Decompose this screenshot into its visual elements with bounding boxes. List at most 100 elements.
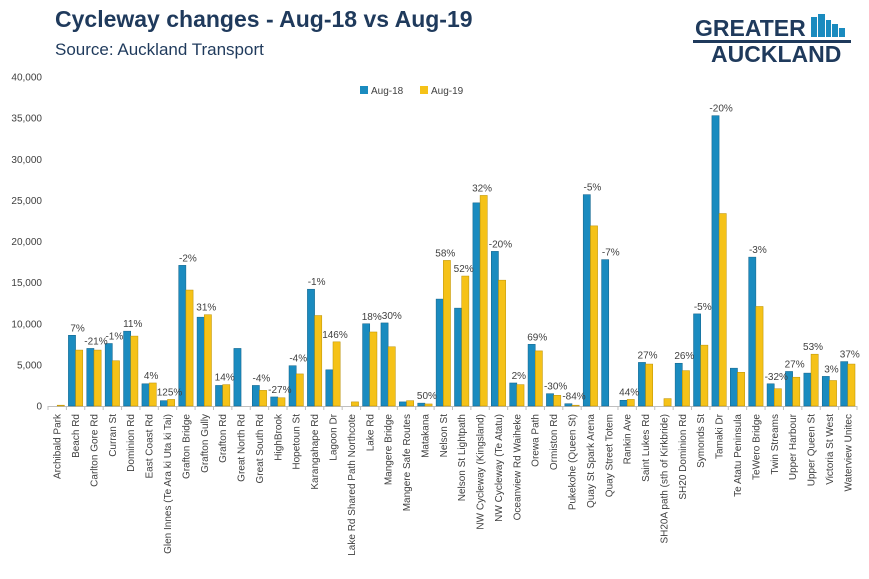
bar-aug18 (730, 367, 738, 407)
legend-swatch-aug19 (420, 86, 428, 94)
pct-change-label: 125% (157, 387, 183, 398)
x-category-label: Waterview Unitec (843, 414, 854, 491)
bar-aug19 (351, 401, 359, 407)
x-category-label: Ormiston Rd (549, 414, 560, 470)
x-category-label: Grafton Bridge (181, 414, 192, 479)
x-category-label: Quay St Spark Arena (586, 414, 597, 508)
bar-aug19 (387, 346, 396, 407)
pct-change-label: 27% (638, 350, 658, 361)
x-category-label: Pukekohe (Queen St) (568, 414, 579, 510)
x-category-label: Upper Queen St (807, 414, 818, 486)
page-subtitle: Source: Auckland Transport (55, 40, 264, 59)
x-category-label: SH20 Dominion Rd (678, 414, 689, 500)
pct-change-label: -30% (544, 382, 567, 393)
bar-aug18 (104, 343, 113, 407)
bar-aug19 (185, 289, 194, 407)
bar-aug19 (204, 314, 212, 407)
pct-change-label: -5% (583, 183, 601, 194)
bar-aug19 (167, 399, 175, 407)
bar-aug18 (840, 361, 849, 407)
y-tick-label: 20,000 (11, 237, 42, 248)
bar-aug18 (748, 256, 757, 407)
pct-change-label: 11% (123, 319, 142, 330)
bar-aug19 (571, 404, 580, 407)
pct-change-label: 7% (70, 323, 85, 334)
bar-aug19 (645, 363, 654, 407)
bar-aug19 (259, 390, 267, 407)
bar-aug19 (314, 315, 323, 407)
bar-aug19 (424, 403, 433, 407)
bar-aug19 (663, 398, 672, 407)
x-category-label: Symonds St (696, 414, 707, 468)
y-tick-label: 35,000 (11, 114, 42, 125)
pct-change-label: 26% (674, 351, 694, 362)
pct-change-label: -84% (562, 392, 585, 403)
x-category-label: Lake Rd Shared Path Northcote (347, 414, 358, 556)
x-category-label: Curran St (108, 414, 119, 457)
pct-change-label: 50% (417, 391, 437, 402)
y-tick-label: 40,000 (11, 73, 42, 84)
x-category-label: Archibald Park (53, 413, 64, 479)
pct-change-label: 3% (824, 364, 839, 375)
bar-aug19 (516, 384, 525, 407)
x-category-label: Great South Rd (255, 414, 266, 483)
pct-change-label: -1% (105, 331, 123, 342)
bar-aug18 (674, 362, 683, 407)
bar-aug19 (222, 384, 231, 407)
bar-aug18 (196, 316, 205, 407)
bar-aug18 (233, 348, 242, 407)
pct-change-label: -2% (179, 253, 197, 264)
bar-aug18 (619, 399, 628, 407)
pct-change-label: 53% (803, 342, 823, 353)
pct-change-label: -32% (765, 372, 788, 383)
bar-aug19 (461, 275, 470, 407)
bar-aug18 (582, 194, 591, 407)
x-category-label: Hopetoun St (292, 414, 303, 470)
x-category-label: SH20A path (sth of Kirkbride) (659, 414, 670, 544)
pct-change-label: 58% (435, 248, 455, 259)
pct-change-label: 4% (144, 371, 159, 382)
bar-aug19 (737, 372, 745, 407)
bar-aug18 (454, 307, 462, 407)
pct-change-label: -20% (489, 239, 512, 250)
bar-aug18 (766, 383, 775, 407)
bar-aug19 (277, 397, 286, 407)
bar-aug19 (682, 370, 690, 407)
bar-aug18 (362, 323, 371, 407)
bar-aug18 (123, 330, 131, 407)
bar-aug19 (479, 195, 488, 407)
bar-aug19 (148, 382, 157, 407)
x-category-label: Upper Harbour (788, 413, 799, 480)
bar-aug18 (160, 400, 168, 407)
bar-aug18 (601, 259, 610, 407)
legend-label-aug18: Aug-18 (371, 86, 404, 97)
pct-change-label: -7% (602, 248, 620, 259)
pct-change-label: 14% (215, 373, 235, 384)
bar-aug18 (141, 383, 150, 407)
pct-change-label: -1% (308, 277, 326, 288)
bar-aug19 (847, 363, 856, 407)
pct-change-label: 32% (472, 183, 492, 194)
bar-aug19 (829, 380, 837, 407)
bar-aug19 (443, 260, 451, 407)
bar-aug18 (821, 376, 830, 407)
x-category-label: Nelson St Lightpath (457, 414, 468, 501)
pct-change-label: 2% (512, 371, 527, 382)
x-category-label: Mangere Bridge (384, 414, 395, 486)
bar-aug19 (130, 335, 139, 407)
x-category-label: Te Atatu Peninsula (733, 414, 744, 497)
pct-change-label: 27% (785, 359, 805, 370)
bar-aug18 (546, 393, 554, 407)
bar-aug19 (590, 225, 598, 407)
x-category-label: Twin Streams (770, 414, 781, 475)
bar-aug19 (553, 395, 562, 407)
greater-auckland-logo: GREATER AUCKLAND (693, 14, 851, 64)
x-category-label: Saint Lukes Rd (641, 414, 652, 482)
y-tick-label: 5,000 (17, 360, 42, 371)
x-category-label: Tamaki Dr (715, 413, 726, 459)
x-category-label: Carlton Gore Rd (89, 414, 100, 487)
bar-aug18 (509, 382, 518, 407)
bar-aug18 (215, 385, 223, 407)
bar-aug19 (406, 400, 414, 407)
bar-aug18 (325, 369, 334, 407)
